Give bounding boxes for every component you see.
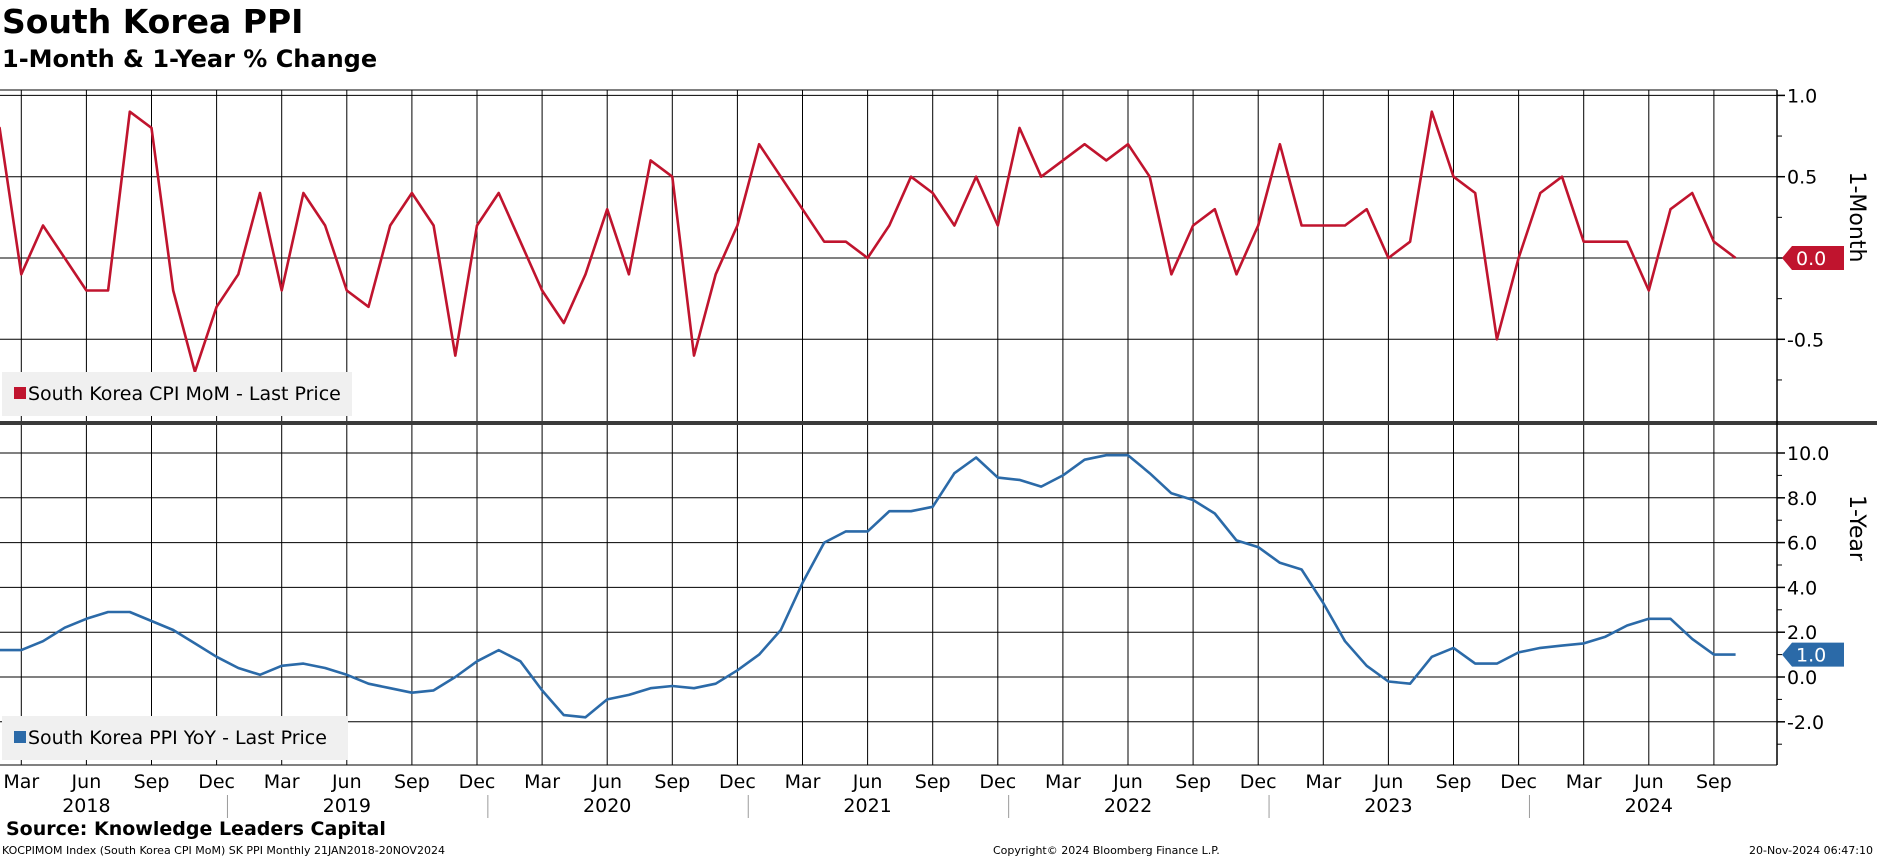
legend-box <box>2 372 352 416</box>
x-month-label: Sep <box>1436 771 1472 793</box>
chart-title: South Korea PPI <box>2 2 304 41</box>
x-year-label: 2021 <box>843 795 891 817</box>
y-tick-label: 2.0 <box>1787 622 1817 644</box>
y-tick-label: 0.0 <box>1787 667 1817 689</box>
ticker-info: KOCPIMOM Index (South Korea CPI MoM) SK … <box>2 844 445 857</box>
x-month-label: Sep <box>654 771 690 793</box>
x-month-label: Jun <box>1633 771 1664 793</box>
chart-subtitle: 1-Month & 1-Year % Change <box>2 45 378 73</box>
y-axis-title: 1-Month <box>1844 172 1869 263</box>
legend-swatch <box>14 387 26 399</box>
x-month-label: Dec <box>1500 771 1537 793</box>
x-month-label: Mar <box>264 771 300 793</box>
y-tick-label: 1.0 <box>1787 85 1817 107</box>
x-year-label: 2020 <box>583 795 631 817</box>
x-year-label: 2023 <box>1364 795 1412 817</box>
y-axis-title: 1-Year <box>1844 495 1869 562</box>
x-month-label: Jun <box>852 771 883 793</box>
x-month-label: Sep <box>1696 771 1732 793</box>
x-month-label: Mar <box>1305 771 1341 793</box>
grid-layer <box>0 90 1777 765</box>
tick-layer: 1.00.50.0-0.50.01-Month10.08.06.04.02.00… <box>3 85 1869 818</box>
x-month-label: Sep <box>915 771 951 793</box>
x-month-label: Mar <box>524 771 560 793</box>
legend-box <box>2 716 348 760</box>
series-layer <box>0 110 1737 719</box>
y-tick-label: -2.0 <box>1787 712 1824 734</box>
y-tick-label: 0.5 <box>1787 167 1817 189</box>
x-month-label: Jun <box>71 771 102 793</box>
x-month-label: Dec <box>979 771 1016 793</box>
legend-layer: South Korea CPI MoM - Last Price South Ko… <box>2 372 352 760</box>
x-month-label: Dec <box>198 771 235 793</box>
x-month-label: Dec <box>719 771 756 793</box>
x-month-label: Sep <box>394 771 430 793</box>
yoy-series-line <box>0 453 1736 719</box>
x-month-label: Mar <box>785 771 821 793</box>
x-month-label: Jun <box>331 771 362 793</box>
x-month-label: Sep <box>1175 771 1211 793</box>
x-month-label: Dec <box>1240 771 1277 793</box>
x-month-label: Jun <box>1112 771 1143 793</box>
x-month-label: Mar <box>1045 771 1081 793</box>
y-tick-label: 6.0 <box>1787 533 1817 555</box>
legend-label: South Korea CPI MoM - Last Price <box>28 383 341 405</box>
y-tick-label: 4.0 <box>1787 577 1817 599</box>
x-month-label: Dec <box>459 771 496 793</box>
x-month-label: Sep <box>134 771 170 793</box>
x-year-label: 2019 <box>323 795 371 817</box>
legend-swatch <box>14 731 26 743</box>
copyright-note: Copyright© 2024 Bloomberg Finance L.P. <box>993 844 1220 857</box>
x-month-label: Jun <box>1373 771 1404 793</box>
y-tick-label: 10.0 <box>1787 443 1829 465</box>
last-value-label: 1.0 <box>1796 645 1826 667</box>
mom-series-line <box>0 110 1737 374</box>
x-month-label: Mar <box>3 771 39 793</box>
x-year-label: 2018 <box>62 795 110 817</box>
last-value-tag <box>1782 246 1844 270</box>
x-year-label: 2022 <box>1104 795 1152 817</box>
source-note: Source: Knowledge Leaders Capital <box>6 818 386 840</box>
x-month-label: Jun <box>591 771 622 793</box>
y-tick-label: 8.0 <box>1787 488 1817 510</box>
x-month-label: Mar <box>1566 771 1602 793</box>
frame-layer <box>0 89 1877 766</box>
y-tick-label: -0.5 <box>1787 329 1824 351</box>
x-year-label: 2024 <box>1625 795 1673 817</box>
timestamp: 20-Nov-2024 06:47:10 <box>1748 844 1873 857</box>
legend-label: South Korea PPI YoY - Last Price <box>28 727 327 749</box>
last-value-tag <box>1782 642 1844 667</box>
last-value-label: 0.0 <box>1796 248 1826 270</box>
